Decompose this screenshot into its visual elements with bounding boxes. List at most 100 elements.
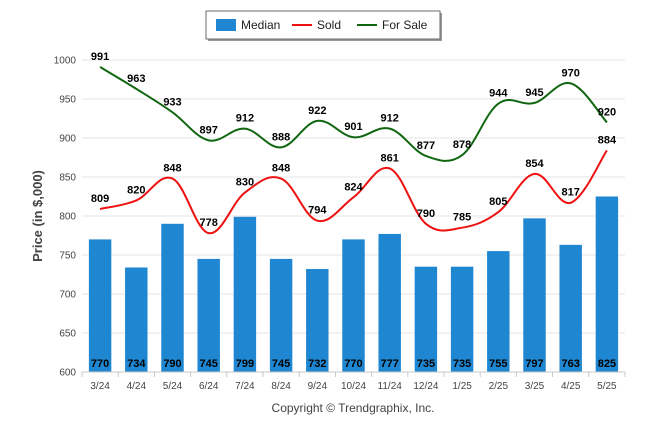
point-label-sold: 817 (562, 187, 580, 199)
y-tick-label: 900 (59, 134, 76, 145)
x-tick-label: 10/24 (341, 381, 366, 392)
point-label-sold: 884 (598, 134, 617, 146)
bar-median (450, 266, 474, 372)
point-label-sold: 809 (91, 193, 109, 205)
bar-median (378, 233, 401, 372)
x-tick-label: 4/25 (561, 381, 581, 392)
bar-median (125, 267, 148, 372)
x-tick-label: 7/24 (235, 381, 255, 392)
point-label-sold: 790 (417, 208, 435, 220)
point-label-sold: 778 (200, 217, 218, 229)
point-label-for-sale: 878 (453, 139, 471, 151)
y-tick-label: 950 (59, 95, 76, 106)
x-tick-label: 11/24 (378, 381, 403, 392)
bar-value-label: 745 (272, 358, 290, 370)
bar-median (487, 251, 510, 372)
bar-median (197, 258, 220, 372)
bar-value-label: 770 (344, 358, 362, 370)
bar-value-label: 735 (453, 358, 471, 370)
bar-value-label: 732 (308, 358, 326, 370)
bar-value-label: 763 (562, 358, 580, 370)
line-sold (99, 149, 608, 235)
point-label-sold: 805 (489, 196, 507, 208)
point-label-for-sale: 945 (525, 87, 543, 99)
bar-value-label: 745 (200, 358, 218, 370)
y-tick-label: 850 (59, 173, 76, 184)
point-label-for-sale: 912 (236, 113, 254, 125)
bar-median (342, 239, 365, 372)
legend-label-for-sale: For Sale (382, 18, 428, 32)
point-label-for-sale: 991 (91, 51, 109, 63)
point-label-for-sale: 963 (127, 73, 145, 85)
point-label-sold: 848 (272, 163, 290, 175)
bar-value-label: 735 (417, 358, 435, 370)
bar-median (233, 216, 257, 372)
bar-value-label: 799 (236, 358, 254, 370)
point-label-for-sale: 912 (381, 113, 399, 125)
x-tick-label: 6/24 (199, 381, 219, 392)
y-tick-label: 700 (59, 290, 76, 301)
axes: 600 650 700 750 800 850 900 950 1000 3/24 4/24 5/24… (54, 56, 626, 392)
point-label-for-sale: 920 (598, 106, 616, 118)
point-label-for-sale: 944 (489, 88, 508, 100)
x-tick-label: 9/24 (308, 381, 328, 392)
copyright-text: Copyright © Trendgraphix, Inc. (272, 401, 435, 415)
x-tick-label: 8/24 (271, 381, 291, 392)
x-tick-label: 3/24 (90, 381, 110, 392)
legend-label-median: Median (241, 18, 280, 32)
x-tick-label: 5/24 (163, 381, 183, 392)
point-label-sold: 861 (381, 152, 399, 164)
bar-median (559, 244, 582, 372)
bar-median (88, 239, 112, 372)
bar-median (269, 258, 293, 372)
point-label-sold: 830 (236, 177, 254, 189)
bar-value-label: 770 (91, 358, 109, 370)
bar-median (161, 223, 184, 372)
bar-value-label: 825 (598, 358, 616, 370)
bar-median (523, 218, 546, 372)
bar-median (595, 196, 619, 372)
point-label-for-sale: 897 (200, 124, 218, 136)
point-label-sold: 794 (308, 205, 327, 217)
point-label-for-sale: 877 (417, 140, 435, 152)
point-label-sold: 848 (163, 163, 181, 175)
point-label-for-sale: 933 (163, 96, 181, 108)
legend-swatch-median (216, 19, 236, 31)
bar-value-label: 797 (525, 358, 543, 370)
bars (88, 196, 619, 372)
bar-median (306, 269, 329, 372)
point-label-for-sale: 888 (272, 131, 290, 143)
x-tick-label: 4/24 (127, 381, 147, 392)
y-axis-title: Price (in $,000) (30, 170, 45, 262)
y-tick-label: 750 (59, 251, 76, 262)
x-tick-label: 12/24 (413, 381, 438, 392)
point-label-for-sale: 922 (308, 105, 326, 117)
bar-value-label: 777 (381, 358, 399, 370)
point-label-sold: 854 (525, 158, 544, 170)
series-lines (99, 66, 608, 235)
x-tick-label: 3/25 (525, 381, 545, 392)
bar-median (414, 266, 438, 372)
x-tick-label: 1/25 (452, 381, 472, 392)
y-tick-label: 1000 (54, 56, 77, 67)
x-tick-label: 2/25 (489, 381, 509, 392)
y-tick-label: 650 (59, 329, 76, 340)
x-tick-label: 5/25 (597, 381, 617, 392)
y-tick-label: 600 (59, 368, 76, 379)
data-labels: 770 734 790 745 799 745 732 770 777 735 735 755 797 7… (91, 51, 617, 370)
bar-value-label: 734 (127, 358, 146, 370)
legend-label-sold: Sold (317, 18, 341, 32)
bar-value-label: 755 (489, 358, 507, 370)
point-label-sold: 824 (344, 181, 363, 193)
point-label-sold: 785 (453, 212, 471, 224)
legend: Median Sold For Sale (205, 10, 442, 41)
point-label-sold: 820 (127, 184, 145, 196)
legend-box (205, 10, 441, 40)
line-for-sale (99, 66, 608, 162)
point-label-for-sale: 970 (562, 67, 580, 79)
y-tick-label: 800 (59, 212, 76, 223)
point-label-for-sale: 901 (344, 121, 362, 133)
bar-value-label: 790 (163, 358, 181, 370)
